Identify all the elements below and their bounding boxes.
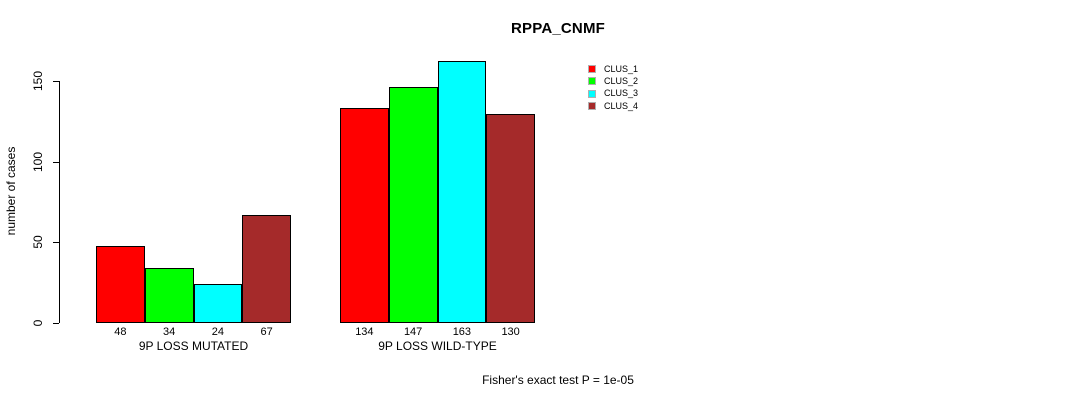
legend-label: CLUS_4	[604, 100, 639, 111]
group-label: 9P LOSS MUTATED	[138, 339, 249, 353]
bar-clus-1-9p-loss-wild-type	[340, 107, 389, 323]
bar-value-label: 134	[355, 326, 374, 338]
legend-item: CLUS_3	[588, 88, 638, 100]
legend-swatch-clus_2	[588, 77, 596, 86]
bar-clus-3-9p-loss-mutated	[193, 284, 243, 323]
bar-clus-4-9p-loss-wild-type	[486, 113, 535, 323]
legend-label: CLUS_3	[604, 88, 639, 99]
legend-swatch-clus_4	[588, 102, 596, 111]
y-axis-tick	[52, 81, 59, 83]
y-axis-tick	[52, 161, 59, 163]
legend-swatch-clus_1	[588, 65, 596, 74]
group-label: 9P LOSS WILD-TYPE	[378, 339, 497, 353]
bar-value-label: 24	[211, 326, 224, 338]
legend-item: CLUS_4	[588, 100, 638, 112]
bar-clus-3-9p-loss-wild-type	[437, 60, 487, 323]
bar-value-label: 48	[114, 326, 127, 338]
y-axis-line	[58, 81, 60, 323]
bar-clus-4-9p-loss-mutated	[242, 215, 291, 323]
bar-clus-2-9p-loss-mutated	[144, 268, 194, 323]
y-axis-tick-label: 0	[31, 319, 45, 326]
legend-item: CLUS_1	[588, 63, 638, 75]
chart-footnote: Fisher's exact test P = 1e-05	[482, 373, 634, 387]
bar-value-label: 147	[403, 326, 423, 338]
bar-value-label: 163	[452, 326, 472, 338]
legend-swatch-clus_3	[588, 89, 596, 98]
legend-label: CLUS_2	[604, 75, 639, 86]
bar-value-label: 67	[260, 326, 273, 338]
y-axis-tick	[52, 242, 59, 244]
y-axis-tick-label: 150	[31, 71, 45, 92]
legend-label: CLUS_1	[604, 63, 639, 74]
bar-value-label: 34	[163, 326, 176, 338]
chart-title: RPPA_CNMF	[510, 20, 606, 37]
bar-clus-1-9p-loss-mutated	[96, 245, 145, 323]
bar-value-label: 130	[501, 326, 520, 338]
legend: CLUS_1 CLUS_2 CLUS_3 CLUS_4	[588, 63, 638, 112]
legend-item: CLUS_2	[588, 75, 638, 87]
y-axis-tick	[52, 322, 59, 324]
y-axis-tick-label: 100	[31, 151, 45, 172]
y-axis-tick-label: 50	[31, 235, 45, 249]
bar-clus-2-9p-loss-wild-type	[388, 86, 438, 323]
